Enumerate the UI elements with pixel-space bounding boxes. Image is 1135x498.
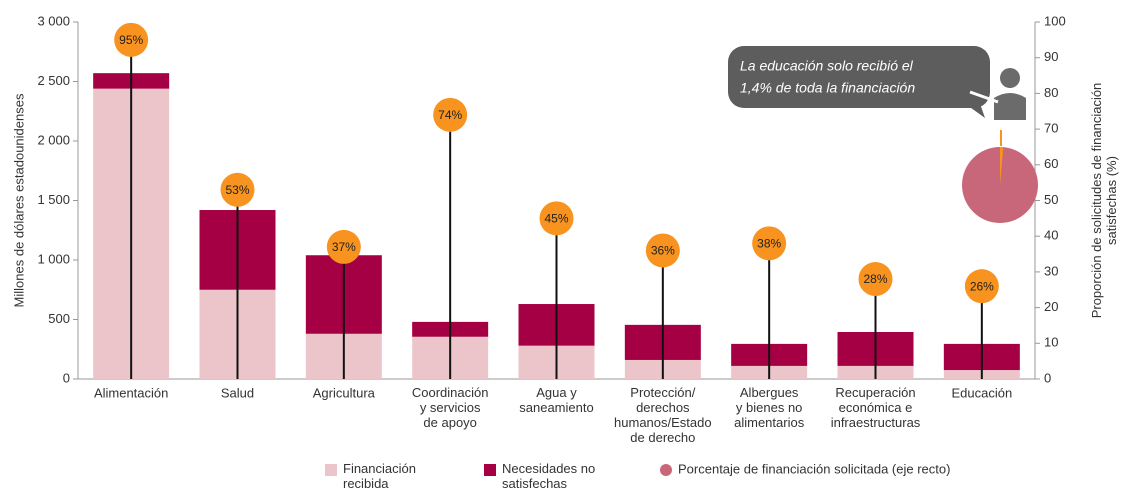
y2-tick-label: 10 [1044,335,1058,350]
y2-tick-label: 50 [1044,192,1058,207]
lollipop-head [964,269,999,304]
y-tick-label: 1 000 [37,251,70,266]
x-tick-label: Recuperación económica e infraestructuras [831,385,921,430]
y-tick-label: 0 [63,370,70,385]
value-label: 74% [438,108,462,122]
legend-swatch [325,464,337,476]
value-label: 28% [863,272,887,286]
value-label: 38% [757,237,781,251]
y-tick-label: 2 500 [37,73,70,88]
legend-swatch [660,464,672,476]
x-tick-label: Educación [951,385,1012,400]
value-label: 95% [119,33,143,47]
x-tick-label: Albergues y bienes no alimentarios [734,385,805,430]
y-axis-title: Millones de dólares estadounidenses [11,93,26,307]
y-tick-label: 500 [48,311,70,326]
callout-text: 1,4% de toda la financiación [740,80,915,96]
x-tick-label: Salud [221,385,254,400]
lollipop-head [114,22,149,57]
y2-tick-label: 30 [1044,263,1058,278]
lollipop-head [645,233,680,268]
x-tick-label: Alimentación [94,385,168,400]
y2-tick-label: 100 [1044,13,1066,28]
value-label: 26% [970,279,994,293]
callout-tail [960,98,985,118]
callout: La educación solo recibió el 1,4% de tod… [728,46,1026,120]
lollipop-head [752,226,787,261]
y-tick-label: 2 000 [37,132,70,147]
y-tick-label: 3 000 [37,13,70,28]
y-tick-label: 1 500 [37,192,70,207]
pie-slice [1000,147,1004,185]
y2-tick-label: 20 [1044,299,1058,314]
value-label: 53% [225,183,249,197]
y2-tick-label: 80 [1044,85,1058,100]
x-tick-label: Agricultura [313,385,376,400]
y2-tick-label: 40 [1044,228,1058,243]
x-tick-label: Coordinación y servicios de apoyo [412,385,489,430]
y2-tick-label: 70 [1044,121,1058,136]
lollipop-head [539,201,574,236]
value-label: 37% [332,240,356,254]
lollipop-head [326,229,361,264]
value-label: 45% [544,212,568,226]
x-tick-label: Agua y saneamiento [519,385,593,415]
callout-bubble [728,46,990,108]
lollipop-head [433,97,468,132]
legend-swatch [484,464,496,476]
lollipop-head [220,172,255,207]
y2-tick-label: 0 [1044,370,1051,385]
y2-tick-label: 60 [1044,156,1058,171]
y2-tick-label: 90 [1044,49,1058,64]
legend-label: Financiación recibida [343,461,416,491]
person-body [994,93,1026,120]
y2-axis-title: Proporción de solicitudes de financiació… [1089,83,1119,319]
lollipop-head [858,262,893,297]
legend-label: Porcentaje de financiación solicitada (e… [678,461,950,476]
value-label: 36% [651,244,675,258]
x-tick-label: Protección/derechos humanos/Estado de dere… [614,385,712,445]
person-pointer [969,90,999,104]
person-head [1000,68,1020,88]
legend-label: Necesidades no satisfechas [502,461,595,491]
callout-text: La educación solo recibió el [740,58,914,74]
